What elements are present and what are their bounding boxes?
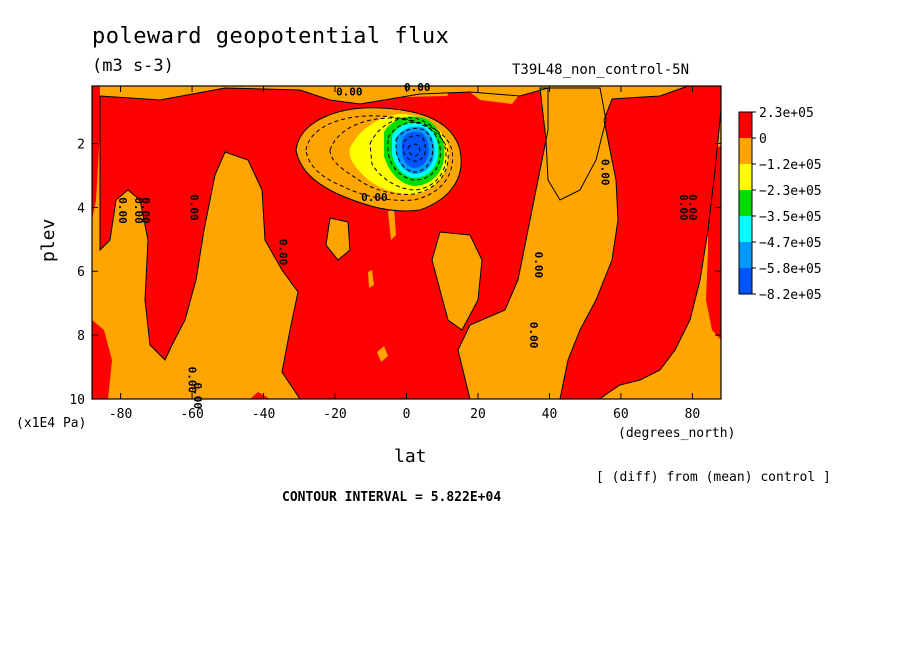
contour-interval: CONTOUR INTERVAL = 5.822E+04 [282,490,502,505]
colorbar-swatch [739,268,752,294]
contour-label: 0.00 [187,194,200,221]
x-tick-label: 20 [470,407,486,422]
contour-label: 0.00 [686,194,699,221]
colorbar-frame [738,111,753,295]
colorbar-label: 2.3e+05 [759,106,814,121]
colorbar-swatch [739,216,752,242]
colorbar-swatch [739,112,752,138]
colorbar-label: 0 [759,132,767,147]
colorbar: 2.3e+05 0 −1.2e+05 −2.3e+05 −3.5e+05 −4.7e+05… [738,106,822,303]
contour-label: 0.00 [185,367,198,394]
contour-label: 0.00 [532,252,545,279]
y-tick-label: 2 [77,137,85,152]
contour-label: 0.00 [277,239,290,266]
run-name: T39L48_non_control-5N [512,62,690,78]
x-tick-label: -80 [109,407,132,422]
colorbar-swatch [739,190,752,216]
diff-note: [ (diff) from (mean) control ] [596,470,831,485]
chart-title: poleward geopotential flux [92,24,450,49]
chart-units: (m3 s-3) [92,56,174,76]
contour-label: 0.00 [191,383,204,410]
x-axis-units: (degrees_north) [618,426,736,441]
y-tick-label: 8 [77,329,85,344]
colorbar-label: −1.2e+05 [759,158,822,173]
colorbar-label: −3.5e+05 [759,210,822,225]
zero-contours [99,85,722,400]
x-tick-label: 80 [685,407,701,422]
y-tick-label: 6 [77,265,85,280]
contour-label: 0.00 [527,322,540,349]
colorbar-swatch [739,138,752,164]
contour-label: 0.00 [139,197,152,224]
x-tick-label: 0 [403,407,411,422]
negative-anomaly [296,107,462,211]
x-tick-label: 60 [613,407,629,422]
y-tick-label: 10 [69,393,85,408]
contour-label: 0.00 [404,81,431,94]
x-tick-label: -20 [323,407,346,422]
colorbar-label: −8.2e+05 [759,288,822,303]
colorbar-label: −5.8e+05 [759,262,822,277]
colorbar-label: −4.7e+05 [759,236,822,251]
contour-label: 0.00 [361,191,388,204]
contour-labels: 0.00 0.000.00 0.000.000.000.000.000.00 0.00… [116,81,699,409]
x-tick-label: -40 [252,407,275,422]
contour-label: 0.00 [598,159,611,186]
colorbar-swatch [739,242,752,268]
axis-ticks: -80 -60 -40 -20 0 20 40 60 80 2 4 6 8 10 [69,86,721,422]
y-axis-units: (x1E4 Pa) [16,416,87,431]
contour-label: 0.00 [132,197,145,224]
x-axis-label: lat [394,446,427,467]
contour-label: 0.00 [677,194,690,221]
y-tick-label: 4 [77,201,85,216]
colorbar-label: −2.3e+05 [759,184,822,199]
colorbar-swatch [739,164,752,190]
x-tick-label: 40 [542,407,558,422]
contour-label: 0.00 [116,197,129,224]
x-tick-label: -60 [180,407,203,422]
contour-label: 0.00 [336,86,363,99]
